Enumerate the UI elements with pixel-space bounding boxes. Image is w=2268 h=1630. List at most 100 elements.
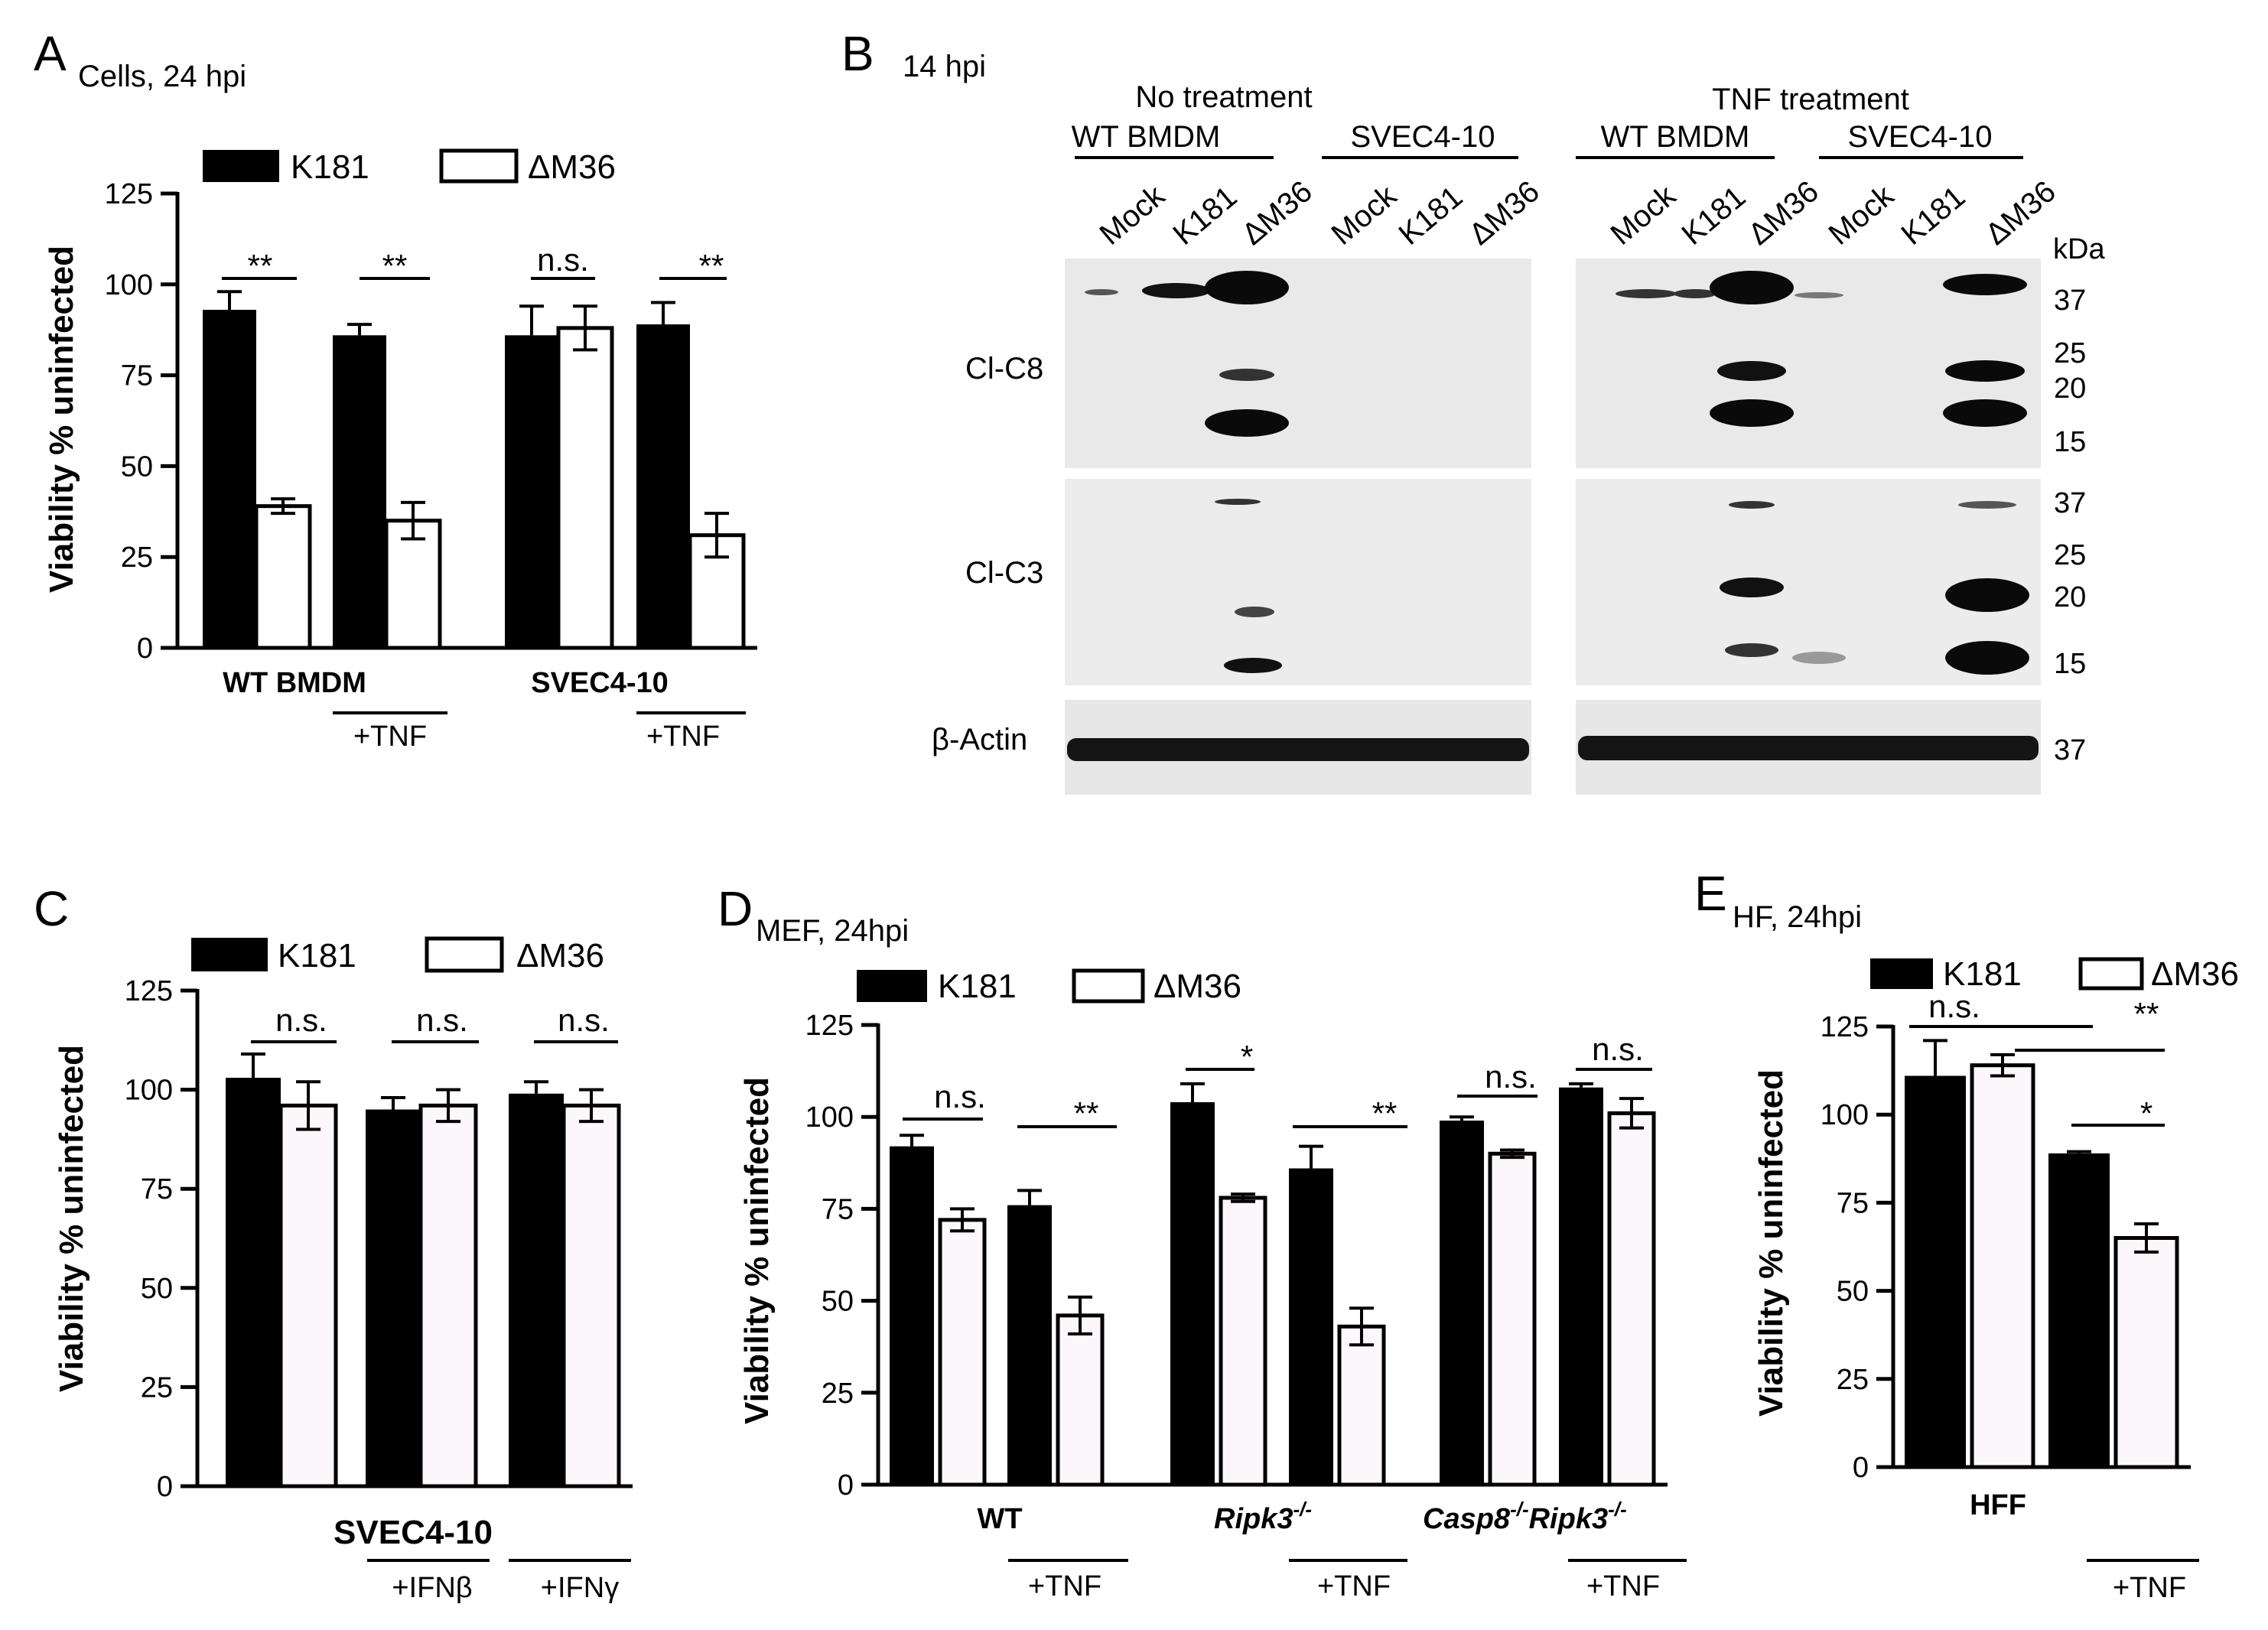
panel-a: A Cells, 24 hpi K181 ΔM36 Viability % un… <box>34 26 757 753</box>
y-tick-label: 125 <box>805 1010 854 1042</box>
bar-k181 <box>1007 1205 1052 1485</box>
kda-marker: 37 <box>2054 285 2086 317</box>
blot-membrane-c3-left <box>1065 479 1531 685</box>
panel-b-subtitle: 14 hpi <box>903 50 986 83</box>
y-tick-label: 75 <box>822 1193 854 1225</box>
y-tick-label: 100 <box>1821 1099 1869 1131</box>
blot-lane-label: ΔM36 <box>1236 174 1319 252</box>
kda-marker: 25 <box>2054 539 2086 571</box>
panel-d: D MEF, 24hpi K181 ΔM36 Viability % uninf… <box>717 881 1687 1602</box>
legend-swatch-dm36 <box>425 936 504 973</box>
category-label: Ripk3-/- <box>1214 1498 1312 1535</box>
category-label: SVEC4-10 <box>531 667 669 699</box>
blot-band <box>1717 361 1786 381</box>
y-tick-label: 100 <box>125 1075 173 1107</box>
legend-swatch-k181 <box>203 150 279 182</box>
blot-lane-label: K181 <box>1167 180 1244 252</box>
bar-k181 <box>203 310 256 648</box>
y-tick-label: 50 <box>121 451 153 483</box>
y-tick-label: 25 <box>121 542 153 574</box>
blot-lane-label: Mock <box>1326 178 1404 252</box>
blot-group-label: SVEC4-10 <box>1848 120 1993 154</box>
legend-label-dm36: ΔM36 <box>2151 955 2239 993</box>
panel-c-bars <box>226 1052 621 1488</box>
y-tick-label: 0 <box>137 633 153 665</box>
blot-lane-label: K181 <box>1895 180 1972 252</box>
y-tick-label: 125 <box>105 178 153 210</box>
sig-marker: * <box>1241 1039 1253 1075</box>
blot-band <box>1215 499 1261 505</box>
blot-band <box>1720 577 1784 597</box>
kda-marker: 25 <box>2054 337 2086 369</box>
legend-label-dm36: ΔM36 <box>528 148 616 186</box>
treatment-label: +TNF <box>1586 1570 1660 1602</box>
sig-marker: ** <box>1372 1095 1398 1131</box>
y-tick-label: 0 <box>838 1469 854 1501</box>
bar-dm36 <box>254 504 312 650</box>
y-tick-label: 25 <box>141 1371 173 1404</box>
bar-k181 <box>890 1146 934 1485</box>
blot-band <box>1235 607 1274 617</box>
y-tick-label: 50 <box>1837 1276 1869 1308</box>
panel-c-ytitle: Viability % uninfected <box>53 1045 90 1392</box>
y-tick-label: 100 <box>105 269 153 301</box>
legend-label-k181: K181 <box>291 148 369 186</box>
sig-marker: n.s. <box>934 1079 986 1114</box>
bar-k181 <box>226 1078 281 1486</box>
panel-d-bars <box>890 1082 1656 1487</box>
sig-marker: ** <box>1074 1095 1099 1131</box>
y-tick-label: 25 <box>822 1378 854 1410</box>
y-tick-label: 100 <box>805 1101 854 1134</box>
category-label: SVEC4-10 <box>334 1514 493 1551</box>
legend-swatch-k181 <box>857 970 927 1002</box>
panel-a-subtitle: Cells, 24 hpi <box>78 60 246 93</box>
kda-marker: 20 <box>2054 373 2086 405</box>
bar-k181 <box>1905 1075 1966 1467</box>
panel-d-ytitle: Viability % uninfected <box>738 1077 776 1424</box>
kda-marker: 37 <box>2054 487 2086 519</box>
panel-e-ytitle: Viability % uninfected <box>1752 1069 1790 1417</box>
blot-lane-label: Mock <box>1605 178 1683 252</box>
treatment-label: +IFNβ <box>392 1572 472 1604</box>
blot-group-label: WT BMDM <box>1601 120 1750 154</box>
category-label: WT <box>977 1503 1022 1535</box>
y-tick-label: 75 <box>121 360 153 392</box>
blot-header-no-treatment: No treatment <box>1135 80 1312 114</box>
panel-e-letter: E <box>1694 866 1727 921</box>
bar-k181 <box>333 335 386 648</box>
blot-band <box>1958 501 2016 509</box>
blot-band <box>1674 289 1716 298</box>
panel-d-letter: D <box>717 881 753 936</box>
bar-k181 <box>509 1093 564 1486</box>
blot-band <box>1725 643 1778 657</box>
blot-band <box>1085 289 1118 295</box>
panel-a-ytitle: Viability % uninfected <box>43 246 80 593</box>
blot-band <box>1219 369 1274 381</box>
blot-band <box>1142 283 1211 298</box>
sig-marker: n.s. <box>1485 1059 1537 1095</box>
blot-row-label: Cl-C8 <box>965 352 1043 386</box>
category-label: Casp8-/-Ripk3-/- <box>1423 1498 1627 1535</box>
panel-e: E HF, 24hpi K181 ΔM36 Viability % uninfe… <box>1694 866 2239 1604</box>
y-tick-label: 125 <box>1821 1011 1869 1043</box>
blot-lane-label: Mock <box>1823 178 1901 252</box>
bar-dm36 <box>384 519 442 650</box>
bar-k181 <box>1440 1121 1484 1485</box>
bar-dm36 <box>2113 1235 2179 1469</box>
bar-dm36 <box>1607 1111 1656 1487</box>
bar-dm36 <box>1970 1063 2035 1469</box>
blot-band <box>1710 399 1794 427</box>
bar-dm36 <box>1488 1151 1537 1487</box>
bar-k181 <box>1559 1087 1603 1485</box>
sig-marker: n.s. <box>275 1002 327 1038</box>
legend-label-k181: K181 <box>938 968 1017 1005</box>
sig-marker: * <box>2140 1095 2152 1131</box>
category-label: WT BMDM <box>223 667 366 699</box>
blot-band <box>1943 274 2027 295</box>
blot-row-label: β-Actin <box>932 723 1027 756</box>
blot-band <box>1792 652 1846 664</box>
blot-band <box>1945 641 2029 675</box>
panel-c-axis: 0 25 50 75 100 125 <box>125 975 633 1503</box>
bar-k181 <box>1289 1168 1333 1485</box>
panel-b: B 14 hpi No treatment TNF treatment WT B… <box>841 26 2105 795</box>
